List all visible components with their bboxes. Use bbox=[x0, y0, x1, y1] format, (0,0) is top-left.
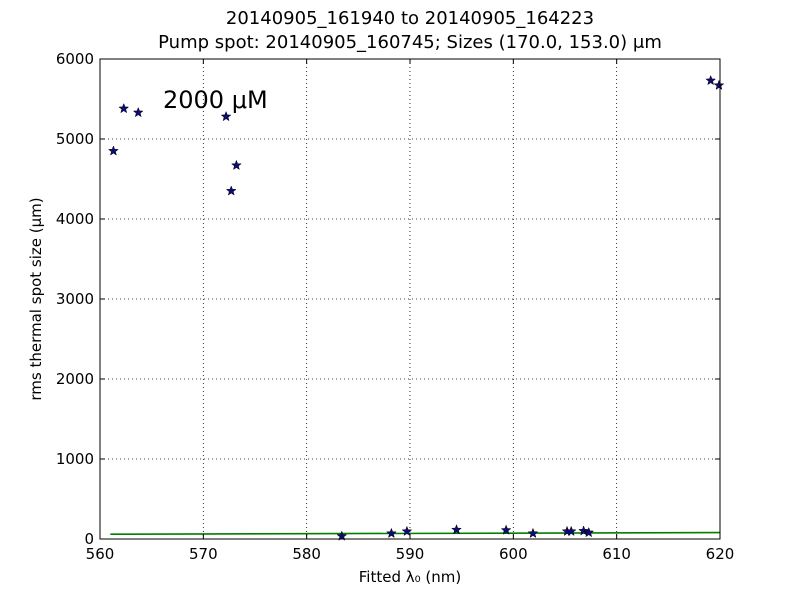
y-axis-label: rms thermal spot size (μm) bbox=[27, 197, 45, 400]
chart-title: 20140905_161940 to 20140905_164223 bbox=[225, 8, 595, 29]
star-data-point bbox=[132, 106, 144, 118]
y-tick-label: 2000 bbox=[56, 370, 94, 388]
star-data-point bbox=[108, 145, 119, 156]
x-tick-label: 590 bbox=[396, 545, 425, 563]
star-data-point bbox=[527, 527, 539, 539]
x-tick-label: 620 bbox=[706, 545, 735, 563]
x-tick-label: 570 bbox=[189, 545, 218, 563]
x-tick-label: 560 bbox=[86, 545, 115, 563]
y-tick-label: 3000 bbox=[56, 290, 94, 308]
axis-ticks: 560 570 580 590 600 610 620 0 1000 2000 3000 4000 50… bbox=[56, 50, 735, 563]
star-data-point bbox=[451, 524, 462, 535]
data-points bbox=[108, 74, 725, 541]
star-data-point bbox=[230, 159, 242, 171]
star-data-point bbox=[705, 74, 717, 86]
annotation-text: 2000 μM bbox=[163, 86, 268, 114]
grid bbox=[100, 59, 720, 539]
y-tick-label: 6000 bbox=[56, 50, 94, 68]
fit-line bbox=[110, 531, 721, 536]
x-axis-label: Fitted λ₀ (nm) bbox=[359, 568, 461, 586]
x-tick-label: 610 bbox=[602, 545, 631, 563]
y-tick-label: 1000 bbox=[56, 450, 94, 468]
y-tick-label: 4000 bbox=[56, 210, 94, 228]
star-data-point bbox=[401, 525, 413, 537]
star-data-point bbox=[220, 110, 232, 122]
star-data-point bbox=[583, 526, 595, 538]
chart-subtitle: Pump spot: 20140905_160745; Sizes (170.0… bbox=[158, 32, 662, 53]
star-data-point bbox=[225, 185, 237, 196]
y-tick-label: 0 bbox=[84, 530, 94, 548]
x-tick-label: 580 bbox=[292, 545, 321, 563]
x-tick-label: 600 bbox=[499, 545, 528, 563]
star-data-point bbox=[500, 524, 512, 535]
star-data-point bbox=[118, 102, 130, 114]
star-data-point bbox=[385, 527, 397, 539]
y-tick-label: 5000 bbox=[56, 130, 94, 148]
star-data-point bbox=[578, 525, 590, 536]
star-data-point bbox=[713, 79, 725, 91]
fit-lines bbox=[110, 531, 721, 536]
star-data-point bbox=[336, 530, 348, 541]
star-data-point bbox=[565, 525, 577, 537]
